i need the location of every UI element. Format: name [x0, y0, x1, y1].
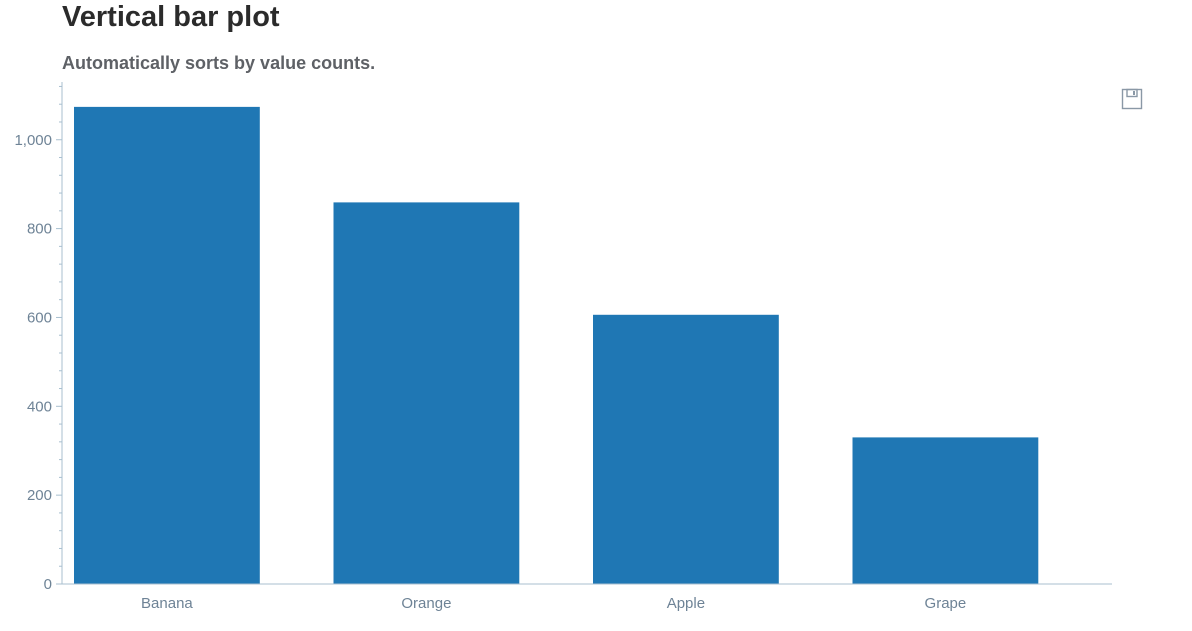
save-icon-glyph: [1121, 88, 1143, 110]
y-tick-label: 1,000: [14, 132, 52, 149]
y-tick-label: 600: [27, 309, 52, 326]
bar-grape[interactable]: [852, 437, 1039, 584]
page-title: Vertical bar plot: [62, 1, 280, 33]
page-subtitle: Automatically sorts by value counts.: [62, 53, 376, 73]
bars-layer: [74, 106, 1039, 584]
y-tick-label: 0: [44, 576, 52, 593]
x-tick-label: Banana: [141, 595, 193, 612]
save-icon[interactable]: [1121, 88, 1143, 110]
y-tick-label: 800: [27, 221, 52, 238]
x-tick-label: Apple: [667, 595, 705, 612]
axes-layer: Banana Orange Apple Grape 0 200 400 600 800 1,000: [14, 82, 1112, 612]
y-tick-label: 400: [27, 398, 52, 415]
y-tick-label: 200: [27, 487, 52, 504]
x-tick-label: Grape: [925, 595, 967, 612]
x-tick-label: Orange: [401, 595, 451, 612]
bar-banana[interactable]: [74, 106, 260, 584]
bar-orange[interactable]: [333, 202, 520, 584]
bar-apple[interactable]: [593, 314, 779, 584]
